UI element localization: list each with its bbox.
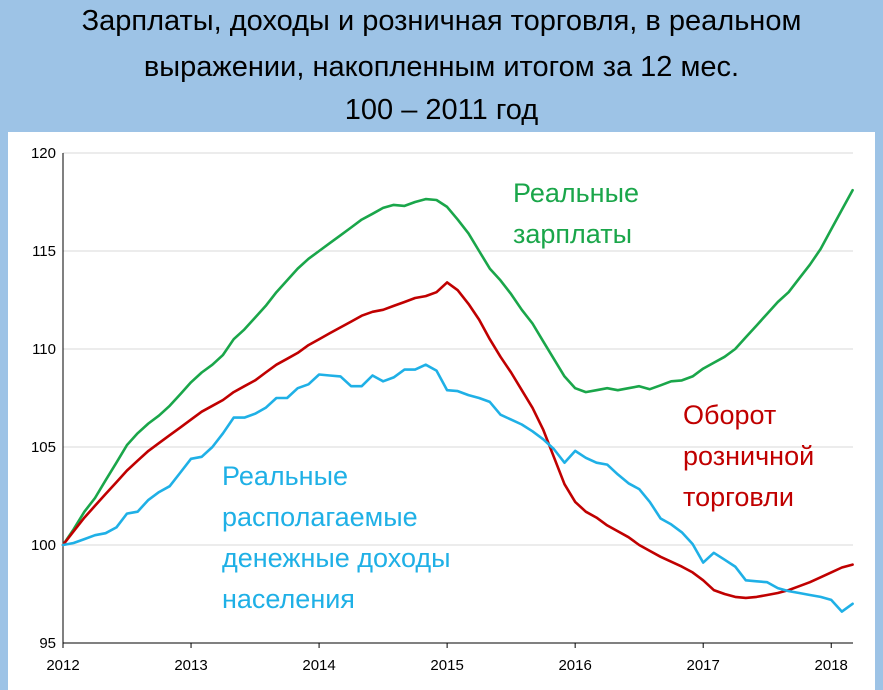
axes: 95 100 105 110 115 120 2012 2013 2014 2015 2016 201… (31, 145, 853, 674)
x-tick-label: 2014 (302, 657, 335, 674)
retail-annotation-line-3: торговли (683, 482, 794, 512)
y-tick-label: 115 (32, 243, 56, 260)
gridlines (63, 152, 853, 546)
y-tick-label: 105 (31, 439, 56, 456)
plot-panel (8, 132, 875, 690)
income-annotation-line-3: денежные доходы (222, 543, 451, 573)
chart-title-line-3: 100 – 2011 год (344, 94, 539, 126)
x-tick-label: 2015 (430, 657, 463, 674)
x-tick-label: 2017 (687, 657, 720, 674)
x-tick-label: 2018 (815, 657, 848, 674)
y-tick-label: 120 (31, 145, 56, 162)
chart-title-line-1: Зарплаты, доходы и розничная торговля, в… (81, 5, 802, 37)
income-annotation-line-2: располагаемые (222, 502, 418, 532)
chart-title-band: Зарплаты, доходы и розничная торговля, в… (0, 0, 883, 132)
income-annotation-line-1: Реальные (222, 461, 348, 491)
x-tick-label: 2012 (46, 657, 79, 674)
x-tick-label: 2016 (558, 657, 591, 674)
series-lines (61, 188, 854, 613)
series-line-wages (61, 188, 854, 547)
x-tick-label: 2013 (174, 657, 207, 674)
series-line-retail (61, 281, 854, 600)
wages-annotation-line-2: зарплаты (513, 219, 632, 249)
y-tick-label: 110 (32, 341, 56, 358)
retail-annotation-line-2: розничной (683, 441, 814, 471)
series-line-income (61, 363, 854, 613)
wages-annotation-line-1: Реальные (513, 178, 639, 208)
retail-annotation-line-1: Оборот (683, 400, 776, 430)
income-annotation-line-4: населения (222, 584, 355, 614)
chart-title-line-2: выражении, накопленным итогом за 12 мес. (143, 51, 740, 83)
series-annotations: Реальные зарплаты Оборот розничной торго… (222, 178, 814, 614)
y-tick-label: 100 (31, 537, 56, 554)
y-tick-label: 95 (39, 635, 56, 652)
